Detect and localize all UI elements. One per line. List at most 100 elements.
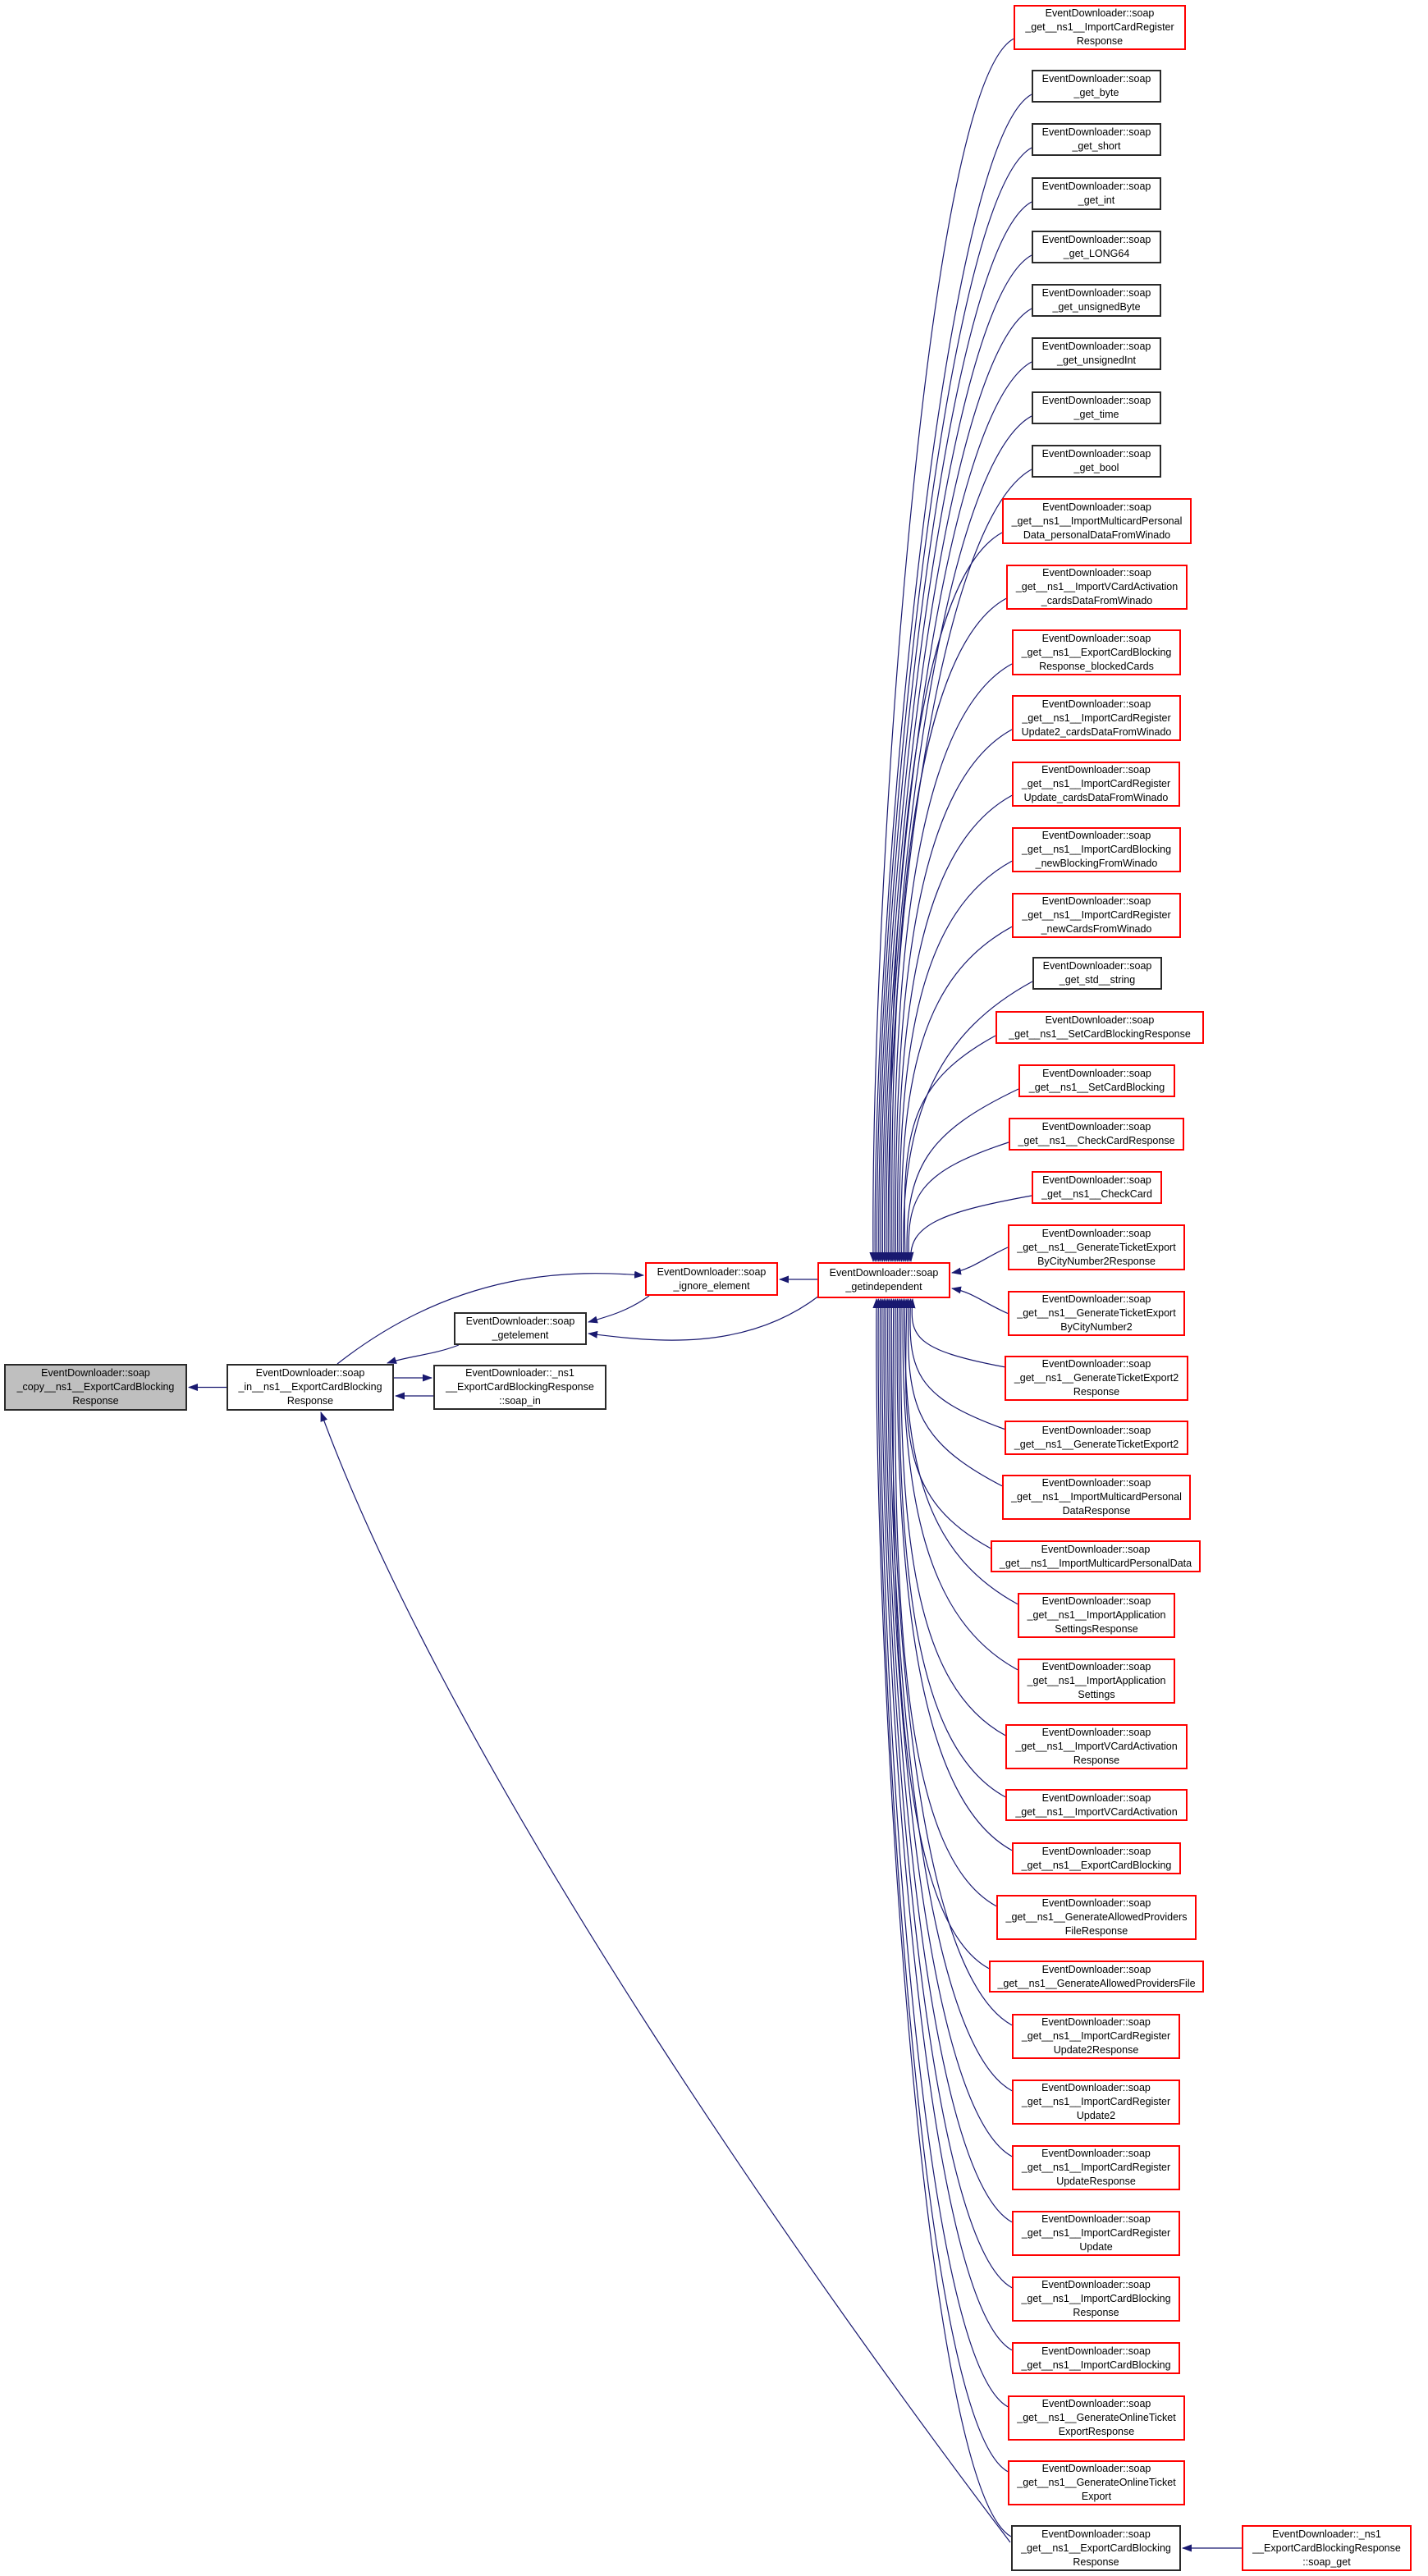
graph-node-label-line: EventDownloader::soap — [1041, 1425, 1151, 1436]
call-edge — [895, 1298, 1006, 1798]
graph-node-r27[interactable]: EventDownloader::soap _get__ns1__ImportMu… — [991, 1540, 1201, 1572]
graph-node-label-line: _get_byte — [1073, 87, 1119, 98]
call-edge — [894, 794, 1013, 1262]
graph-node-label-line: _get_time — [1073, 409, 1119, 420]
graph-node-r31[interactable]: EventDownloader::soap _get__ns1__ImportVC… — [1005, 1789, 1188, 1821]
graph-node-r24[interactable]: EventDownloader::soap _get__ns1__Generate… — [1005, 1356, 1188, 1401]
graph-node-label-line: _get__ns1__GenerateAllowedProviders — [1005, 1911, 1188, 1923]
call-edge — [869, 38, 1014, 1262]
graph-node-r41[interactable]: EventDownloader::soap _get__ns1__Generate… — [1008, 2395, 1185, 2441]
call-edge — [336, 1270, 644, 1365]
graph-node-label-line: EventDownloader::soap — [1041, 1727, 1151, 1738]
graph-node-r37[interactable]: EventDownloader::soap _get__ns1__ImportCa… — [1012, 2145, 1180, 2190]
graph-node-label-line: _get__ns1__ExportCardBlocking — [1021, 2542, 1171, 2554]
graph-node-r26[interactable]: EventDownloader::soap _get__ns1__ImportMu… — [1002, 1475, 1191, 1520]
graph-node-r40[interactable]: EventDownloader::soap _get__ns1__ImportCa… — [1012, 2342, 1180, 2374]
graph-node-label-line: _get__ns1__ImportMulticardPersonal — [1011, 515, 1183, 527]
graph-node-label-line: _get__ns1__ImportCardRegister — [1021, 2030, 1171, 2042]
graph-node-r23[interactable]: EventDownloader::soap _get__ns1__Generate… — [1008, 1291, 1185, 1336]
call-edge — [897, 926, 1013, 1262]
graph-node-r36[interactable]: EventDownloader::soap _get__ns1__ImportCa… — [1012, 2080, 1180, 2125]
graph-node-getelement[interactable]: EventDownloader::soap _getelement — [454, 1312, 587, 1345]
graph-node-r35[interactable]: EventDownloader::soap_get__ns1__ImportCa… — [1012, 2014, 1180, 2059]
graph-node-r3[interactable]: EventDownloader::soap _get_short — [1032, 123, 1161, 156]
graph-node-r10[interactable]: EventDownloader::soap _get__ns1__ImportMu… — [1002, 498, 1192, 544]
graph-node-r15[interactable]: EventDownloader::soap _get__ns1__ImportCa… — [1012, 827, 1181, 872]
graph-node-r44[interactable]: EventDownloader::_ns1 __ExportCardBlockin… — [1242, 2525, 1412, 2571]
graph-node-label-line: EventDownloader::soap — [1041, 764, 1151, 776]
graph-node-r14[interactable]: EventDownloader::soap_get__ns1__ImportCa… — [1012, 762, 1180, 807]
graph-node-r28[interactable]: EventDownloader::soap _get__ns1__ImportAp… — [1018, 1593, 1175, 1638]
call-edge — [951, 1247, 1009, 1275]
graph-node-r7[interactable]: EventDownloader::soap _get_unsignedInt — [1032, 337, 1161, 370]
graph-node-label-line: _get_LONG64 — [1063, 248, 1130, 259]
graph-node-r20[interactable]: EventDownloader::soap _get__ns1__CheckCar… — [1009, 1118, 1184, 1151]
graph-node-label-line: EventDownloader::soap — [1042, 567, 1151, 579]
graph-node-r8[interactable]: EventDownloader::soap _get_time — [1032, 391, 1161, 424]
graph-node-r42[interactable]: EventDownloader::soap _get__ns1__Generate… — [1008, 2460, 1185, 2505]
graph-node-label-line: UpdateResponse — [1056, 2176, 1136, 2187]
graph-node-r17[interactable]: EventDownloader::soap _get_std__string — [1032, 957, 1162, 990]
graph-node-r16[interactable]: EventDownloader::soap _get__ns1__ImportCa… — [1012, 893, 1181, 938]
graph-node-label-line: EventDownloader::soap — [1041, 2016, 1151, 2028]
graph-node-label-line: _get__ns1__ImportCardRegister — [1021, 2162, 1171, 2173]
graph-node-label-line: EventDownloader::soap — [1041, 181, 1151, 192]
call-edge — [884, 1298, 1013, 2157]
graph-node-label-line: _get_bool — [1073, 462, 1119, 474]
graph-node-r2[interactable]: EventDownloader::soap _get_byte — [1032, 70, 1161, 103]
graph-node-r30[interactable]: EventDownloader::soap _get__ns1__ImportVC… — [1005, 1724, 1188, 1769]
graph-node-r39[interactable]: EventDownloader::soap _get__ns1__ImportCa… — [1012, 2276, 1180, 2322]
graph-node-label-line: ByCityNumber2 — [1060, 1321, 1133, 1333]
graph-node-ignore_element[interactable]: EventDownloader::soap _ignore_element — [645, 1262, 778, 1296]
graph-node-label-line: ::soap_in — [499, 1395, 541, 1407]
graph-node-soapin_method[interactable]: EventDownloader::_ns1 __ExportCardBlockin… — [433, 1365, 606, 1410]
graph-node-r29[interactable]: EventDownloader::soap _get__ns1__ImportAp… — [1018, 1659, 1175, 1704]
graph-node-getindependent[interactable]: EventDownloader::soap _getindependent — [817, 1262, 950, 1298]
graph-node-label-line: EventDownloader::soap — [1041, 2345, 1151, 2357]
graph-node-label-line: _get__ns1__SetCardBlockingResponse — [1009, 1028, 1191, 1040]
graph-node-label-line: EventDownloader::soap — [1041, 234, 1151, 245]
graph-node-r21[interactable]: EventDownloader::soap _get__ns1__CheckCar… — [1032, 1171, 1162, 1204]
graph-node-label-line: Response — [1073, 1755, 1120, 1766]
graph-node-r12[interactable]: EventDownloader::soap _get__ns1__ExportCa… — [1012, 629, 1181, 675]
graph-node-r22[interactable]: EventDownloader::soap _get__ns1__Generate… — [1008, 1224, 1185, 1270]
graph-node-r34[interactable]: EventDownloader::soap _get__ns1__Generate… — [989, 1961, 1204, 1993]
graph-node-soap_copy[interactable]: EventDownloader::soap _copy__ns1__ExportC… — [4, 1364, 187, 1411]
graph-node-r4[interactable]: EventDownloader::soap _get_int — [1032, 177, 1161, 210]
graph-node-label-line: EventDownloader::soap — [1045, 1014, 1155, 1026]
graph-node-r33[interactable]: EventDownloader::soap _get__ns1__Generate… — [996, 1895, 1197, 1940]
call-edge — [886, 1298, 1013, 2092]
graph-node-label-line: Response — [1073, 2307, 1119, 2318]
graph-node-r11[interactable]: EventDownloader::soap _get__ns1__ImportVC… — [1006, 565, 1188, 610]
graph-node-soap_in[interactable]: EventDownloader::soap _in__ns1__ExportCar… — [227, 1364, 394, 1411]
graph-node-label-line: EventDownloader::soap — [1041, 1661, 1151, 1672]
graph-node-r6[interactable]: EventDownloader::soap _get_unsignedByte — [1032, 284, 1161, 317]
graph-node-r1[interactable]: EventDownloader::soap _get__ns1__ImportCa… — [1014, 5, 1186, 50]
graph-node-r13[interactable]: EventDownloader::soap _get__ns1__ImportCa… — [1012, 695, 1181, 741]
graph-node-r25[interactable]: EventDownloader::soap _get__ns1__Generate… — [1005, 1421, 1188, 1455]
call-edge — [878, 308, 1032, 1262]
graph-node-label-line: _getelement — [492, 1329, 549, 1341]
graph-node-label-line: _get__ns1__ImportVCardActivation — [1015, 1805, 1178, 1818]
graph-node-label-line: Response_blockedCards — [1039, 660, 1154, 672]
graph-node-r9[interactable]: EventDownloader::soap _get_bool — [1032, 445, 1161, 478]
graph-node-label-line: _get__ns1__ImportCardRegister — [1021, 778, 1171, 789]
graph-node-r43[interactable]: EventDownloader::soap _get__ns1__ExportCa… — [1011, 2525, 1181, 2571]
graph-node-label-line: EventDownloader::soap — [1041, 830, 1151, 841]
graph-node-label-line: EventDownloader::soap — [1041, 2213, 1151, 2225]
call-edge — [903, 1298, 991, 1549]
graph-node-label-line: EventDownloader::soap — [657, 1265, 767, 1278]
graph-node-r5[interactable]: EventDownloader::soap_get_LONG64 — [1032, 231, 1161, 263]
graph-node-label-line: ::soap_get — [1302, 2555, 1351, 2568]
graph-node-r32[interactable]: EventDownloader::soap _get__ns1__ExportCa… — [1012, 1842, 1181, 1874]
graph-node-r18[interactable]: EventDownloader::soap_get__ns1__SetCardB… — [995, 1011, 1204, 1044]
graph-node-r38[interactable]: EventDownloader::soap _get__ns1__ImportCa… — [1012, 2211, 1180, 2256]
call-edge — [951, 1286, 1009, 1315]
graph-node-label-line: EventDownloader::soap — [1041, 2279, 1151, 2290]
graph-node-label-line: _cardsDataFromWinado — [1041, 595, 1153, 606]
graph-node-label-line: ExportResponse — [1058, 2426, 1135, 2437]
graph-node-label-line: EventDownloader::soap — [829, 1267, 939, 1279]
call-edge — [899, 1298, 1018, 1671]
graph-node-r19[interactable]: EventDownloader::soap _get__ns1__SetCardB… — [1018, 1064, 1175, 1097]
